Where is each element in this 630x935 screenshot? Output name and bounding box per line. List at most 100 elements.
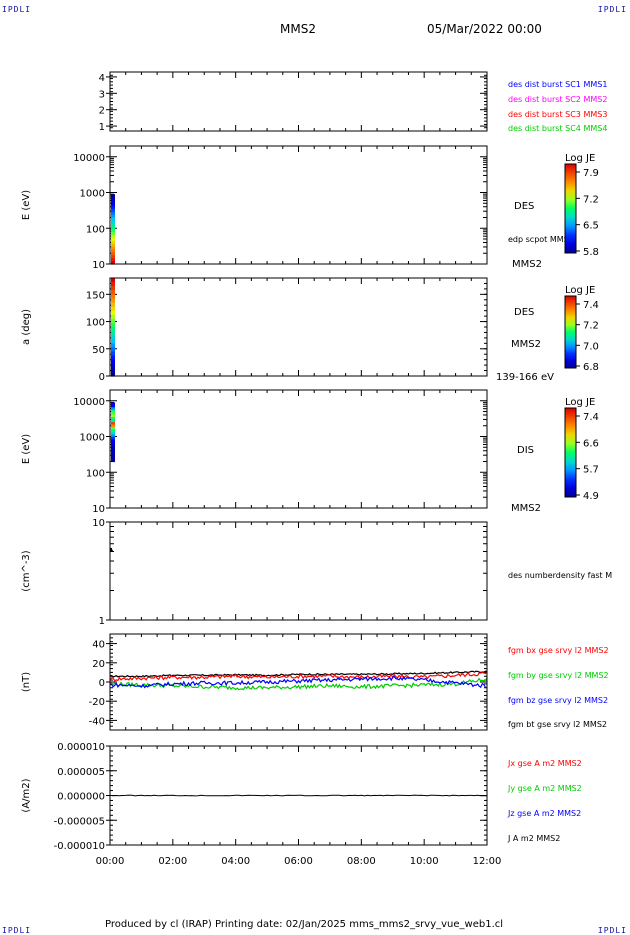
legend-entry: J A m2 MMS2 — [507, 834, 560, 843]
y-tick-label: 100 — [86, 224, 105, 235]
panel-dis_energy: 10000 1000 100 10 E (eV) DIS MMS2 Log JE 7.4 6.6 5… — [21, 389, 599, 515]
heatmap-cell — [111, 414, 115, 418]
logo-bottom-left: IPDLI — [2, 926, 32, 935]
heatmap-cell — [111, 310, 115, 316]
y-tick-label: 0.000000 — [57, 792, 105, 803]
y-axis-label: E (eV) — [21, 434, 32, 464]
heatmap-cell — [111, 436, 115, 440]
heatmap-cell — [111, 449, 115, 453]
heatmap-cell — [111, 451, 115, 455]
colorbar-tick-label: 6.6 — [583, 438, 599, 449]
x-tick-label: 08:00 — [347, 856, 376, 867]
heatmap-cell — [111, 199, 115, 204]
heatmap-cell — [111, 359, 115, 365]
heatmap-cell — [111, 351, 115, 357]
heatmap-cell — [111, 441, 115, 445]
colorbar-tick-label: 4.9 — [583, 491, 599, 502]
y-axis-label: (A/m2) — [21, 778, 32, 812]
y-tick-label: -0.000010 — [54, 841, 105, 852]
y-tick-label: 0.000010 — [57, 742, 105, 753]
heatmap-cell — [111, 431, 115, 436]
heatmap-cell — [111, 434, 115, 438]
heatmap-cell — [111, 459, 115, 463]
colorbar — [564, 407, 577, 498]
heatmap-cell — [111, 226, 115, 230]
y-tick-label: -0.000005 — [54, 816, 105, 827]
legend-entry: fgm by gse srvy l2 MMS2 — [508, 671, 609, 680]
heatmap-cell — [111, 402, 115, 406]
y-tick-label: 1 — [99, 122, 105, 133]
heatmap-cell — [111, 282, 115, 287]
heatmap-cell — [111, 339, 115, 344]
panel-frame — [109, 521, 488, 621]
colorbar-tick-label: 5.7 — [583, 465, 599, 476]
y-axis-label: E (eV) — [21, 190, 32, 220]
colorbar-tick-label: 6.8 — [583, 362, 599, 373]
heatmap-cell — [111, 314, 115, 320]
panel-current: 0.000010 0.000005 0.000000 -0.000005 -0.0000… — [21, 742, 582, 867]
colorbar-title: Log JE — [565, 285, 595, 296]
heatmap-cell — [111, 211, 115, 216]
heatmap-cell — [111, 202, 115, 207]
y-tick-label: 0 — [99, 372, 105, 383]
heatmap-cell — [111, 255, 115, 259]
colorbar — [564, 163, 577, 254]
x-tick-label: 10:00 — [410, 856, 439, 867]
panel-frame — [109, 633, 488, 731]
heatmap-cell — [111, 252, 115, 256]
y-tick-label: 40 — [92, 640, 105, 651]
heatmap-cell — [111, 427, 115, 431]
heatmap-cell — [111, 318, 115, 324]
colorbar-tick-label: 7.2 — [583, 194, 599, 205]
legend-entry: des dist burst SC1 MMS1 — [508, 80, 607, 89]
y-tick-label: 50 — [92, 345, 105, 356]
logo-top-left: IPDLI — [2, 5, 32, 14]
legend-entry: des dist burst SC3 MMS3 — [508, 110, 607, 119]
y-tick-label: -20 — [89, 697, 105, 708]
fgm-series-by — [109, 677, 488, 691]
heatmap-cell — [111, 286, 115, 291]
logo-top-right: IPDLI — [597, 5, 627, 14]
heatmap-cell — [111, 322, 115, 328]
colorbar-tick-label: 7.4 — [583, 412, 599, 423]
legend-entry: Jz gse A m2 MMS2 — [507, 809, 581, 818]
y-tick-label: 2 — [99, 106, 105, 117]
heatmap-cell — [111, 237, 115, 242]
y-tick-label: 1000 — [80, 189, 105, 200]
heatmap-cell — [111, 355, 115, 361]
heatmap-cell — [111, 205, 115, 210]
colorbar-tick-label: 7.2 — [583, 321, 599, 332]
panel-burst: 4 3 2 1 des dist burst SC1 MMS1 des dist burs… — [99, 71, 607, 133]
heatmap-cell — [111, 223, 115, 227]
fgm-series-bt — [109, 670, 488, 678]
y-tick-label: 4 — [99, 73, 105, 84]
heatmap-cell — [111, 243, 115, 248]
heatmap-cell — [111, 367, 115, 373]
panel-frame — [109, 71, 488, 132]
heatmap-cell — [111, 290, 115, 295]
heatmap-cell — [111, 444, 115, 448]
heatmap-cell — [111, 409, 115, 413]
heatmap-cell — [111, 363, 115, 369]
y-axis-label: (cm^-3) — [21, 550, 32, 591]
x-tick-label: 02:00 — [158, 856, 187, 867]
y-tick-label: 100 — [86, 468, 105, 479]
heatmap-cell — [111, 194, 115, 198]
colorbar-tick-label: 7.9 — [583, 168, 599, 179]
y-tick-label: 10000 — [73, 397, 105, 408]
instrument-label: DES — [514, 201, 534, 212]
heatmap-cell — [111, 229, 115, 233]
legend-entry: des numberdensity fast M — [508, 571, 612, 580]
heatmap-cell — [111, 217, 115, 221]
heatmap-cell — [111, 424, 115, 428]
y-axis-label: a (deg) — [21, 309, 32, 345]
panel-des_pitch: 150 100 50 0 a (deg) DES MMS2 139-166 eV Log JE 7… — [21, 277, 599, 383]
heatmap-cell — [111, 278, 115, 283]
panel-fgm: 40 20 0 -20 -40 (nT) fgm bx gse srvy l2 MMS2 fg… — [21, 633, 609, 731]
heatmap-cell — [111, 220, 115, 224]
fgm-series-bx — [109, 671, 488, 682]
panel-frame — [109, 389, 488, 509]
colorbar-tick-label: 5.8 — [583, 247, 599, 258]
panel-frame — [109, 145, 488, 265]
instrument-label: DES — [514, 307, 534, 318]
